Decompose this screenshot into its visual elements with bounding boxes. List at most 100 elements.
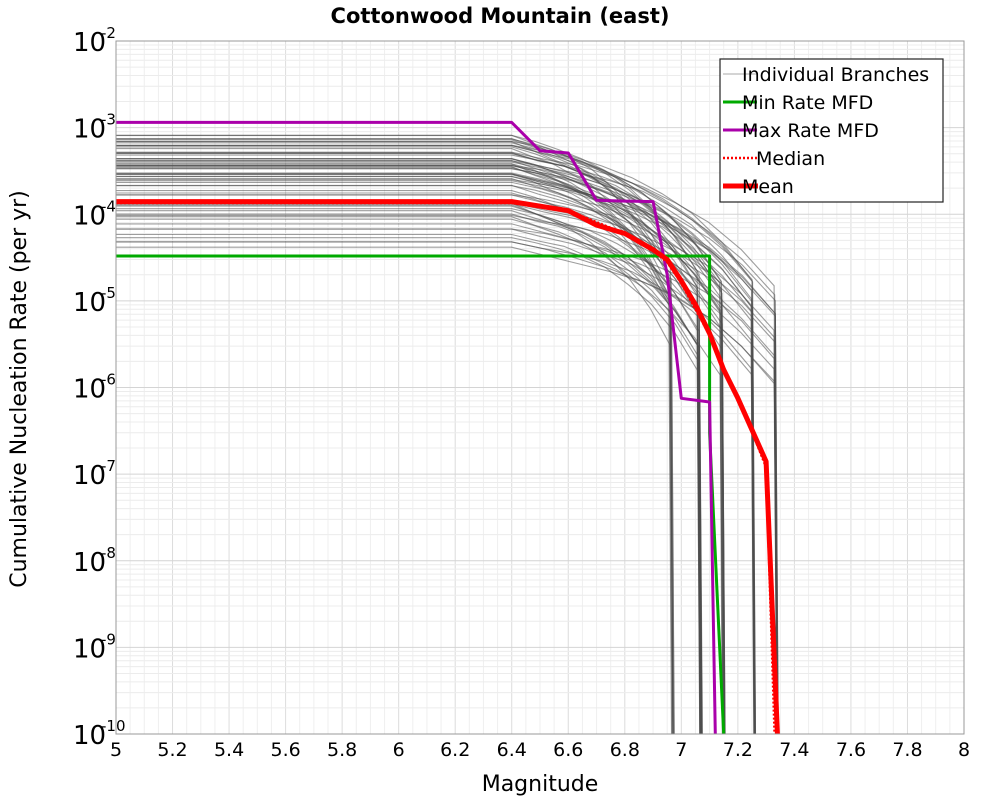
plot-frame [115,40,965,735]
x-tick-label: 8 [958,739,970,761]
y-tick-labels: 10-210-310-410-510-610-710-810-910-10 [73,24,126,751]
y-tick-exponent: -3 [101,111,116,129]
legend-item: Individual Branches [723,64,929,86]
branch-line [116,142,756,735]
legend-item: Max Rate MFD [723,120,879,142]
branch-line [116,148,673,735]
branch-line [116,173,779,735]
mean-line [116,199,780,735]
branch-line [116,141,756,735]
branch-line [116,146,701,735]
x-tick-label: 5.4 [214,739,244,761]
branch-line [116,210,703,735]
x-tick-label: 5.2 [157,739,187,761]
x-tick-label: 5.6 [270,739,300,761]
branch-line [116,138,675,735]
y-tick-exponent: -6 [101,371,116,389]
x-tick-label: 6.8 [610,739,640,761]
branch-line [116,173,726,735]
individual-branches [116,134,779,735]
y-tick-label: 10-10 [73,717,126,751]
branch-line [116,163,674,735]
y-tick-base: 10 [73,461,106,491]
legend-item: Mean [723,176,794,198]
branch-line [116,161,756,735]
y-tick-exponent: -7 [101,457,116,475]
branch-line [116,181,755,735]
x-tick-label: 7.4 [779,739,809,761]
x-tick-labels: 5 5.2 5.4 5.6 5.8 6 6.2 6.4 6.6 6.8 7 7.2 7.4 7.6 7.8 8 [110,739,970,761]
branch-line [116,167,724,735]
y-tick-label: 10-7 [73,457,116,491]
y-tick-exponent: -10 [101,717,126,735]
y-tick-base: 10 [73,548,106,578]
legend-item: Min Rate MFD [723,92,873,114]
y-tick-label: 10-2 [73,24,116,58]
y-axis-label: Cumulative Nucleation Rate (per yr) [7,190,32,588]
y-tick-label: 10-9 [73,630,116,664]
y-tick-base: 10 [73,28,106,58]
x-tick-label: 5.8 [327,739,357,761]
branch-line [116,177,701,735]
y-tick-base: 10 [73,288,106,318]
x-tick-label: 5 [110,739,122,761]
y-tick-exponent: -5 [101,284,116,302]
branch-line [116,175,674,735]
y-tick-exponent: -2 [101,24,116,42]
branch-line [116,241,756,735]
branch-line [116,208,701,735]
x-tick-label: 6.6 [553,739,583,761]
legend-label: Mean [742,176,794,198]
branch-line [116,194,726,735]
x-axis-label: Magnitude [482,772,599,797]
branch-line [116,158,726,735]
branch-line [116,166,703,735]
legend-item: Median [723,148,825,170]
y-tick-base: 10 [73,201,106,231]
branch-line [116,151,778,735]
branch-line [116,233,724,735]
branch-line [116,216,702,735]
x-tick-label: 7 [675,739,687,761]
summary-series [116,120,780,735]
branch-line [116,202,674,735]
branch-line [116,139,703,735]
legend: Individual Branches Min Rate MFD Max Rate … [719,58,944,203]
legend-label: Max Rate MFD [742,120,879,142]
legend-box [719,58,944,203]
y-tick-label: 10-5 [73,284,116,318]
chart-title: Cottonwood Mountain (east) [331,4,670,28]
x-tick-label: 7.8 [892,739,922,761]
branch-line [116,204,702,735]
y-tick-label: 10-3 [73,111,116,145]
y-tick-label: 10-6 [73,371,116,405]
legend-label: Median [756,148,825,170]
min-rate-line [116,254,726,735]
branch-line [116,166,703,735]
y-tick-label: 10-4 [73,197,116,231]
branch-line [116,160,673,735]
y-tick-base: 10 [73,721,106,751]
branch-line [116,154,755,735]
y-tick-exponent: -8 [101,544,116,562]
branch-line [116,158,779,735]
branch-line [116,228,755,735]
y-tick-base: 10 [73,375,106,405]
branch-line [116,201,755,735]
x-tick-label: 6 [393,739,405,761]
branch-line [116,218,703,735]
y-tick-base: 10 [73,115,106,145]
y-tick-base: 10 [73,634,106,664]
y-tick-label: 10-8 [73,544,116,578]
branch-line [116,134,674,735]
x-tick-label: 6.4 [497,739,527,761]
x-tick-label: 6.2 [440,739,470,761]
y-tick-exponent: -9 [101,630,116,648]
branch-line [116,180,756,735]
x-tick-label: 7.6 [836,739,866,761]
max-rate-line [116,120,717,735]
x-tick-label: 7.2 [723,739,753,761]
branch-line [116,173,726,735]
y-tick-exponent: -4 [101,197,116,215]
